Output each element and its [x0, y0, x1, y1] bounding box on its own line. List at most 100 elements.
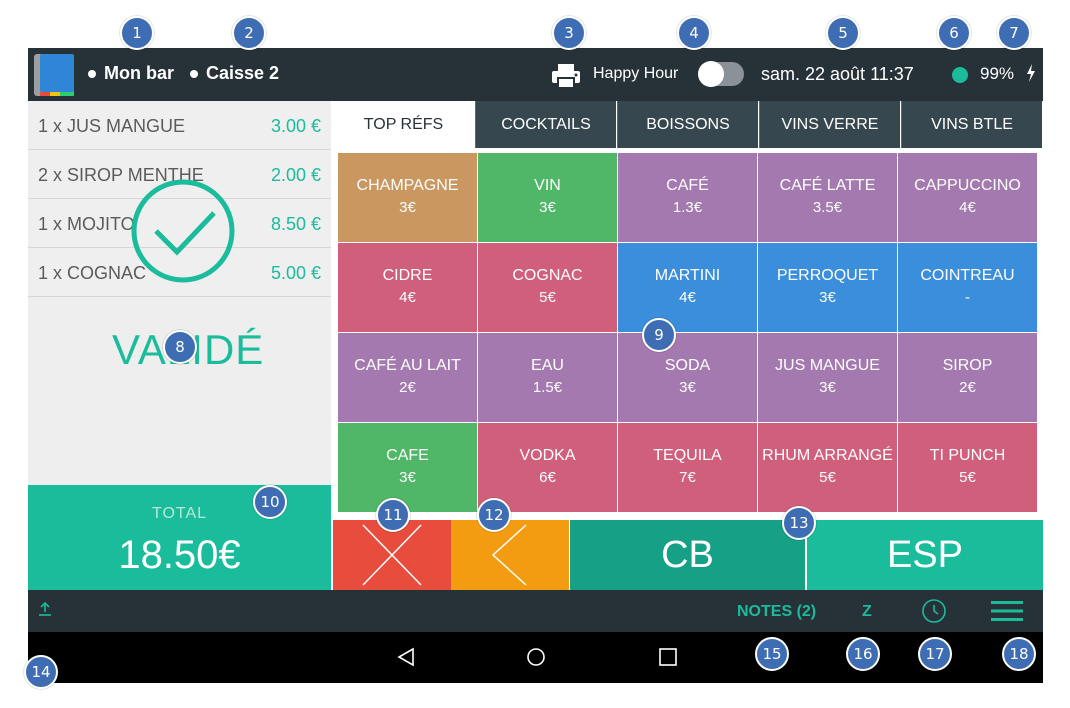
printer-icon[interactable]: [551, 63, 581, 89]
product-name: TI PUNCH: [929, 447, 1006, 464]
product-tile[interactable]: JUS MANGUE 3€: [758, 333, 897, 422]
ticket-line-price: 5.00 €: [270, 263, 321, 283]
notes-button[interactable]: NOTES (2): [737, 603, 817, 620]
connection-status-indicator: [952, 67, 968, 83]
product-price: 5€: [539, 289, 556, 306]
callout-marker: 14: [24, 655, 58, 689]
total-value: 18.50€: [118, 533, 241, 577]
product-name: SODA: [664, 357, 711, 374]
ticket-line-label: 2 x SIROP MENTHE: [38, 165, 204, 185]
product-price: 3€: [819, 289, 836, 306]
product-tile[interactable]: VODKA 6€: [478, 423, 617, 512]
ticket-line[interactable]: 1 x COGNAC 5.00 €: [28, 248, 331, 297]
bar-name[interactable]: Mon bar: [88, 63, 174, 84]
ticket-line-label: 1 x JUS MANGUE: [38, 116, 186, 136]
product-price: 3€: [539, 199, 556, 216]
product-name: RHUM ARRANGÉ: [762, 447, 893, 464]
product-price: 3.5€: [812, 199, 843, 216]
tab-cocktails[interactable]: COCKTAILS: [475, 101, 616, 148]
tab-boissons[interactable]: BOISSONS: [617, 101, 758, 148]
back-button[interactable]: [451, 520, 569, 590]
category-tabs: TOP RÉFS COCKTAILS BOISSONS VINS VERRE VINS …: [333, 101, 1043, 148]
ticket-line[interactable]: 1 x MOJITO 8.50 €: [28, 199, 331, 248]
callout-marker: 4: [677, 16, 711, 50]
product-price: 7€: [679, 469, 696, 486]
total-label: TOTAL: [151, 505, 208, 522]
ticket-line[interactable]: 1 x JUS MANGUE 3.00 €: [28, 101, 331, 150]
product-price: 2€: [959, 379, 976, 396]
callout-marker: 2: [232, 16, 266, 50]
product-name: CIDRE: [382, 267, 433, 284]
ticket-line[interactable]: 2 x SIROP MENTHE 2.00 €: [28, 150, 331, 199]
product-name: CAFE: [386, 447, 429, 464]
product-grid: CHAMPAGNE 3€ VIN 3€ CAFÉ 1.3€ CAFÉ LATTE 3.5€ CA…: [338, 153, 1038, 513]
ticket-line-price: 8.50 €: [270, 214, 321, 234]
product-name: CAPPUCCINO: [914, 177, 1021, 194]
happy-hour-label: Happy Hour: [593, 65, 679, 82]
product-price: 1.3€: [672, 199, 703, 216]
product-tile[interactable]: SIROP 2€: [898, 333, 1037, 422]
product-price: 3€: [679, 379, 696, 396]
callout-marker: 3: [552, 16, 586, 50]
product-tile[interactable]: SODA 3€: [618, 333, 757, 422]
product-tile[interactable]: COINTREAU -: [898, 243, 1037, 332]
product-tile[interactable]: TEQUILA 7€: [618, 423, 757, 512]
callout-marker: 9: [642, 318, 676, 352]
product-price: 4€: [399, 289, 416, 306]
product-tile[interactable]: COGNAC 5€: [478, 243, 617, 332]
callout-marker: 5: [826, 16, 860, 50]
product-price: 3€: [819, 379, 836, 396]
callout-marker: 1: [120, 16, 154, 50]
nav-back-icon[interactable]: [395, 646, 417, 668]
callout-marker: 18: [1002, 637, 1036, 671]
nav-recent-apps-icon[interactable]: [658, 647, 678, 667]
product-tile[interactable]: RHUM ARRANGÉ 5€: [758, 423, 897, 512]
menu-icon[interactable]: [991, 600, 1023, 622]
pay-card-button[interactable]: CB: [570, 520, 805, 590]
system-nav-bar: [28, 632, 1043, 683]
product-name: CHAMPAGNE: [356, 177, 459, 194]
product-tile[interactable]: CHAMPAGNE 3€: [338, 153, 477, 242]
validated-check-icon: [131, 179, 235, 283]
datetime: sam. 22 août 11:37: [761, 64, 914, 84]
callout-marker: 11: [376, 498, 410, 532]
product-tile[interactable]: CAPPUCCINO 4€: [898, 153, 1037, 242]
product-tile[interactable]: EAU 1.5€: [478, 333, 617, 422]
z-report-button[interactable]: Z: [862, 603, 872, 620]
product-price: 3€: [399, 199, 416, 216]
ticket-panel: 1 x JUS MANGUE 3.00 € 2 x SIROP MENTHE 2.00…: [28, 101, 331, 485]
product-tile[interactable]: TI PUNCH 5€: [898, 423, 1037, 512]
product-name: CAFÉ AU LAIT: [354, 357, 461, 374]
product-tile[interactable]: VIN 3€: [478, 153, 617, 242]
product-tile[interactable]: CAFÉ 1.3€: [618, 153, 757, 242]
history-clock-icon[interactable]: [921, 598, 947, 624]
product-tile[interactable]: CIDRE 4€: [338, 243, 477, 332]
callout-marker: 15: [755, 637, 789, 671]
upload-icon[interactable]: [36, 600, 54, 618]
callout-marker: 7: [997, 16, 1031, 50]
callout-marker: 8: [163, 330, 197, 364]
app-logo: [34, 54, 74, 96]
callout-marker: 13: [782, 506, 816, 540]
tab-vins-verre[interactable]: VINS VERRE: [759, 101, 900, 148]
pay-cash-button[interactable]: ESP: [807, 520, 1043, 590]
product-price: 6€: [539, 469, 556, 486]
product-price: 4€: [679, 289, 696, 306]
product-name: PERROQUET: [776, 267, 879, 284]
ticket-line-price: 2.00 €: [270, 165, 321, 185]
nav-home-icon[interactable]: [525, 646, 547, 668]
product-tile[interactable]: CAFÉ LATTE 3.5€: [758, 153, 897, 242]
product-tile[interactable]: CAFÉ AU LAIT 2€: [338, 333, 477, 422]
tab-top-r-fs[interactable]: TOP RÉFS: [333, 101, 474, 148]
product-tile[interactable]: PERROQUET 3€: [758, 243, 897, 332]
register-name[interactable]: Caisse 2: [190, 63, 279, 84]
ticket-line-price: 3.00 €: [270, 116, 321, 136]
product-name: COGNAC: [512, 267, 583, 284]
tab-vins-btle[interactable]: VINS BTLE: [901, 101, 1042, 148]
product-tile[interactable]: MARTINI 4€: [618, 243, 757, 332]
callout-marker: 16: [846, 637, 880, 671]
product-price: -: [965, 289, 970, 306]
happy-hour-toggle[interactable]: [698, 61, 744, 87]
product-price: 1.5€: [532, 379, 563, 396]
product-tile[interactable]: CAFE 3€: [338, 423, 477, 512]
